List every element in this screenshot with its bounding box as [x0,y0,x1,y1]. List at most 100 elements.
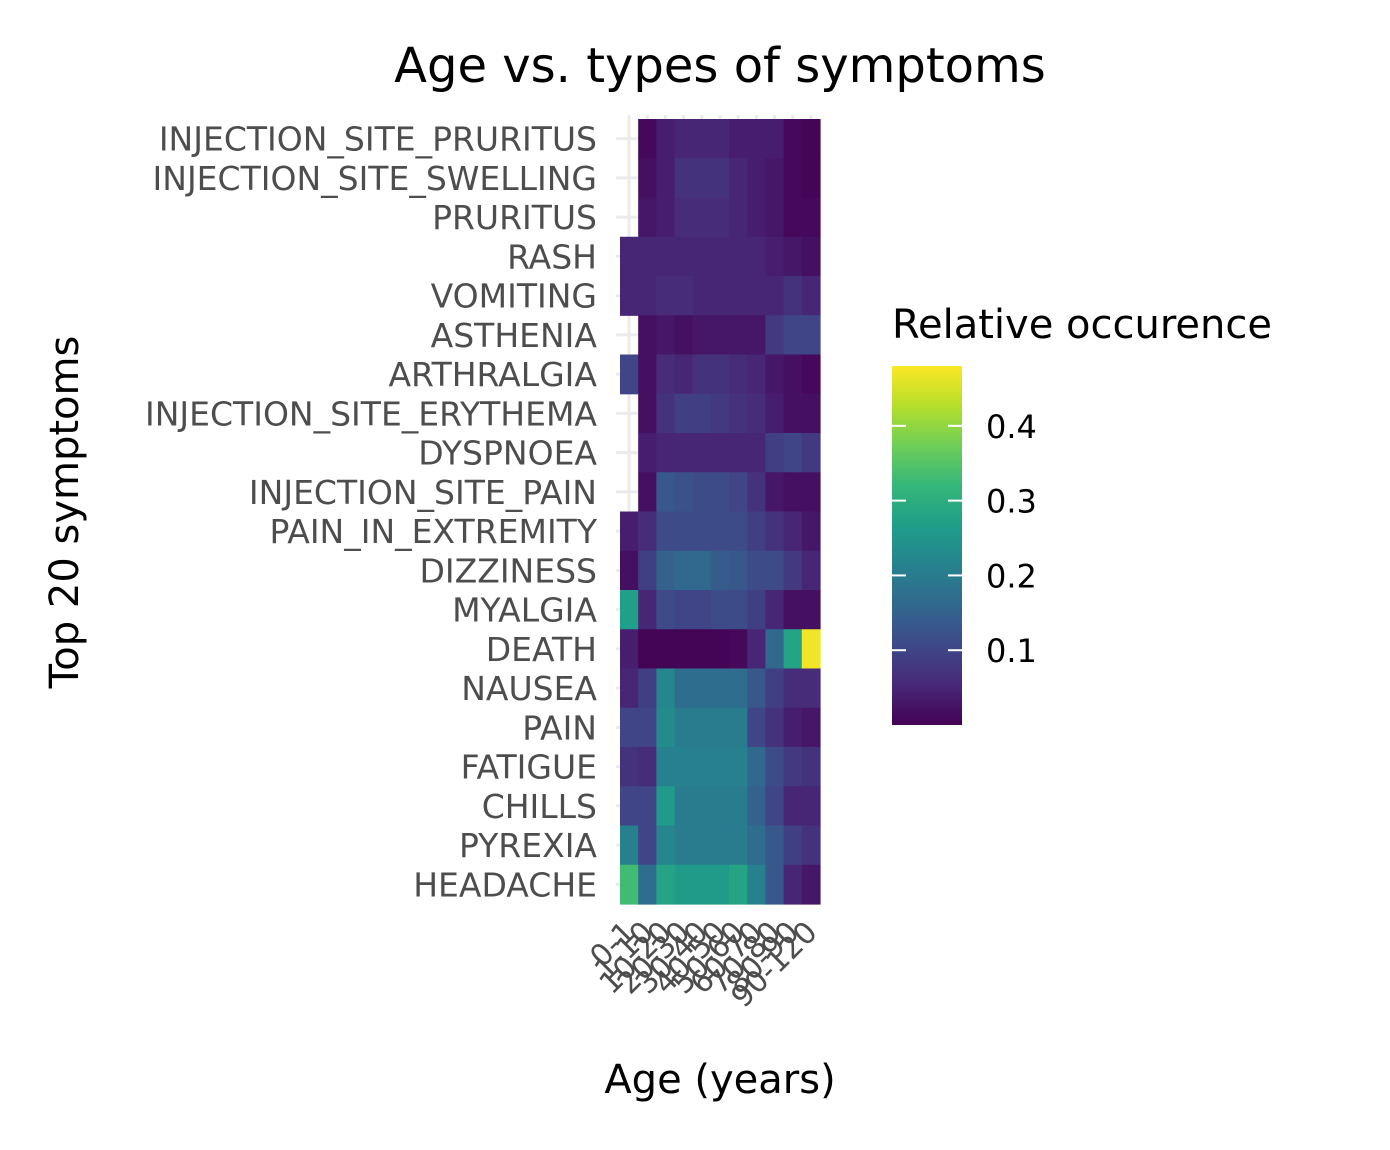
heatmap-cell [692,276,712,316]
heatmap-cell [656,197,676,238]
heatmap-cell [783,472,803,513]
y-tick-label: DYSPNOEA [418,434,597,473]
heatmap-cell [783,629,803,670]
heatmap-cell [656,393,676,434]
heatmap-cell [801,590,821,630]
heatmap-cell [674,864,694,905]
heatmap-cell [638,747,657,787]
heatmap-cell [765,236,785,277]
heatmap-cell [801,315,821,356]
heatmap-cell [765,629,785,670]
heatmap-cell [674,236,694,277]
heatmap-cell [729,433,748,473]
heatmap-cell [674,393,694,434]
heatmap-cell [765,864,785,905]
heatmap-cell [638,825,657,866]
heatmap-cell [656,236,676,277]
heatmap-cell [692,747,712,787]
heatmap-cell [710,707,730,748]
y-tick-label: INJECTION_SITE_PAIN [249,473,597,512]
heatmap-cell [656,707,676,748]
heatmap-cell [638,276,657,316]
heatmap-cell [710,393,730,434]
heatmap-cell [692,511,712,552]
heatmap-cell [747,393,767,434]
heatmap-cell [765,433,785,473]
heatmap-cell [620,707,639,748]
heatmap-cell [801,236,821,277]
heatmap-cell [638,158,657,199]
heatmap-cell [620,629,639,670]
heatmap-cell [710,786,730,827]
heatmap-cell [765,315,785,356]
heatmap-cell [620,825,639,866]
heatmap-cell [765,786,785,827]
heatmap-cell [674,629,694,670]
heatmap-cell [710,747,730,787]
heatmap-cell [783,707,803,748]
heatmap-cell [656,590,676,630]
heatmap-cell [765,472,785,513]
heatmap-cell [801,354,821,395]
heatmap-cell [656,786,676,827]
heatmap-cell [729,276,748,316]
heatmap-cell [783,315,803,356]
legend-tick-label: 0.4 [986,408,1037,446]
heatmap-cell [765,825,785,866]
heatmap-cell [801,668,821,709]
y-tick-label: RASH [507,237,597,276]
heatmap-cell [674,433,694,473]
heatmap-cell [801,550,821,591]
legend-tick-label: 0.1 [986,632,1037,670]
heatmap-cell [747,433,767,473]
heatmap-cell [783,864,803,905]
heatmap-cell [620,668,639,709]
heatmap-cell [710,315,730,356]
heatmap-cell [692,197,712,238]
heatmap-cell [620,550,639,591]
heatmap-cell [783,825,803,866]
heatmap-cell [801,864,821,905]
y-tick-label: ASTHENIA [431,316,598,355]
heatmap-cell [638,707,657,748]
heatmap-cell [620,511,639,552]
heatmap-cell [765,668,785,709]
heatmap-cell [765,276,785,316]
y-tick-label: PYREXIA [459,826,597,865]
heatmap-cell [638,236,657,277]
heatmap-cell [783,786,803,827]
heatmap-cell [656,747,676,787]
heatmap-cell [801,511,821,552]
heatmap-cell [656,550,676,591]
y-tick-label: NAUSEA [461,669,597,708]
heatmap-cell [674,315,694,356]
heatmap-cell [765,511,785,552]
heatmap-cell [692,629,712,670]
heatmap-cell [747,668,767,709]
heatmap-cell [674,550,694,591]
heatmap-cell [729,550,748,591]
heatmap-cell [801,433,821,473]
heatmap-cell [692,236,712,277]
heatmap-cell [801,472,821,513]
y-tick-label: ARTHRALGIA [388,355,597,394]
heatmap-cell [692,707,712,748]
heatmap-cell [710,825,730,866]
heatmap-cell [765,393,785,434]
heatmap-cell [638,786,657,827]
y-tick-label: FATIGUE [461,748,597,787]
heatmap-cell [783,747,803,787]
heatmap-cell [783,354,803,395]
heatmap-cell [656,276,676,316]
heatmap-cell [765,550,785,591]
heatmap-cell [747,747,767,787]
heatmap-cell [729,590,748,630]
heatmap-cell [729,472,748,513]
y-tick-label: DIZZINESS [419,551,597,590]
heatmap-cell [801,786,821,827]
heatmap-cell [747,197,767,238]
heatmap-cell [692,315,712,356]
heatmap-cell [747,354,767,395]
heatmap-cell [692,825,712,866]
heatmap-cell [783,276,803,316]
